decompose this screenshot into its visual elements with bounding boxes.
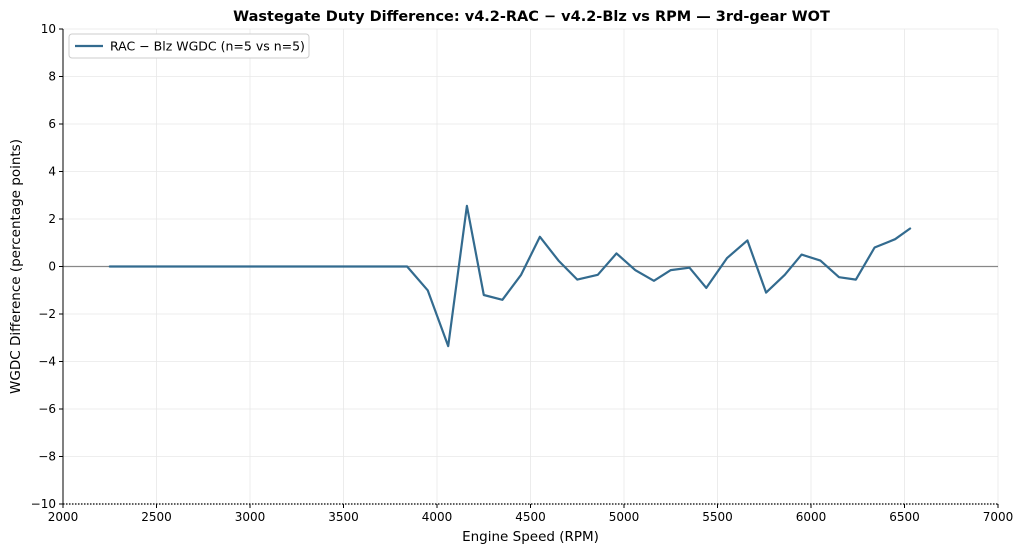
y-tick-label: −10 bbox=[31, 497, 56, 511]
x-tick-label: 3500 bbox=[328, 510, 359, 524]
x-tick-label: 2500 bbox=[141, 510, 172, 524]
x-tick-label: 7000 bbox=[983, 510, 1014, 524]
x-tick-label: 5500 bbox=[702, 510, 733, 524]
x-tick-label: 6500 bbox=[889, 510, 920, 524]
chart-title: Wastegate Duty Difference: v4.2-RAC − v4… bbox=[233, 9, 830, 25]
y-tick-label: 10 bbox=[41, 22, 56, 36]
x-tick-label: 2000 bbox=[48, 510, 79, 524]
y-tick-label: 6 bbox=[48, 117, 56, 131]
legend: RAC − Blz WGDC (n=5 vs n=5) bbox=[68, 33, 310, 59]
y-axis-ticks: −10 −8 −6 −4 −2 0 2 4 6 8 10 bbox=[31, 22, 63, 511]
y-axis-label: WGDC Difference (percentage points) bbox=[8, 139, 24, 394]
x-axis-ticks: 2000 2500 3000 3500 4000 4500 5000 5500 6000 6500… bbox=[48, 504, 1014, 524]
x-tick-label: 4500 bbox=[515, 510, 546, 524]
y-tick-label: −4 bbox=[38, 355, 56, 369]
y-tick-label: 8 bbox=[48, 70, 56, 84]
x-tick-label: 5000 bbox=[609, 510, 640, 524]
y-tick-label: −6 bbox=[38, 402, 56, 416]
x-tick-label: 6000 bbox=[796, 510, 827, 524]
series-layer bbox=[108, 204, 912, 348]
legend-label: RAC − Blz WGDC (n=5 vs n=5) bbox=[110, 39, 305, 54]
legend-box bbox=[68, 33, 310, 59]
x-axis-label: Engine Speed (RPM) bbox=[462, 529, 599, 545]
y-tick-label: 4 bbox=[48, 165, 56, 179]
y-tick-label: −2 bbox=[38, 307, 56, 321]
x-tick-label: 4000 bbox=[422, 510, 453, 524]
y-tick-label: −8 bbox=[38, 450, 56, 464]
series-line bbox=[108, 204, 912, 348]
y-tick-label: 2 bbox=[48, 212, 56, 226]
y-tick-label: 0 bbox=[48, 260, 56, 274]
x-tick-label: 3000 bbox=[235, 510, 266, 524]
